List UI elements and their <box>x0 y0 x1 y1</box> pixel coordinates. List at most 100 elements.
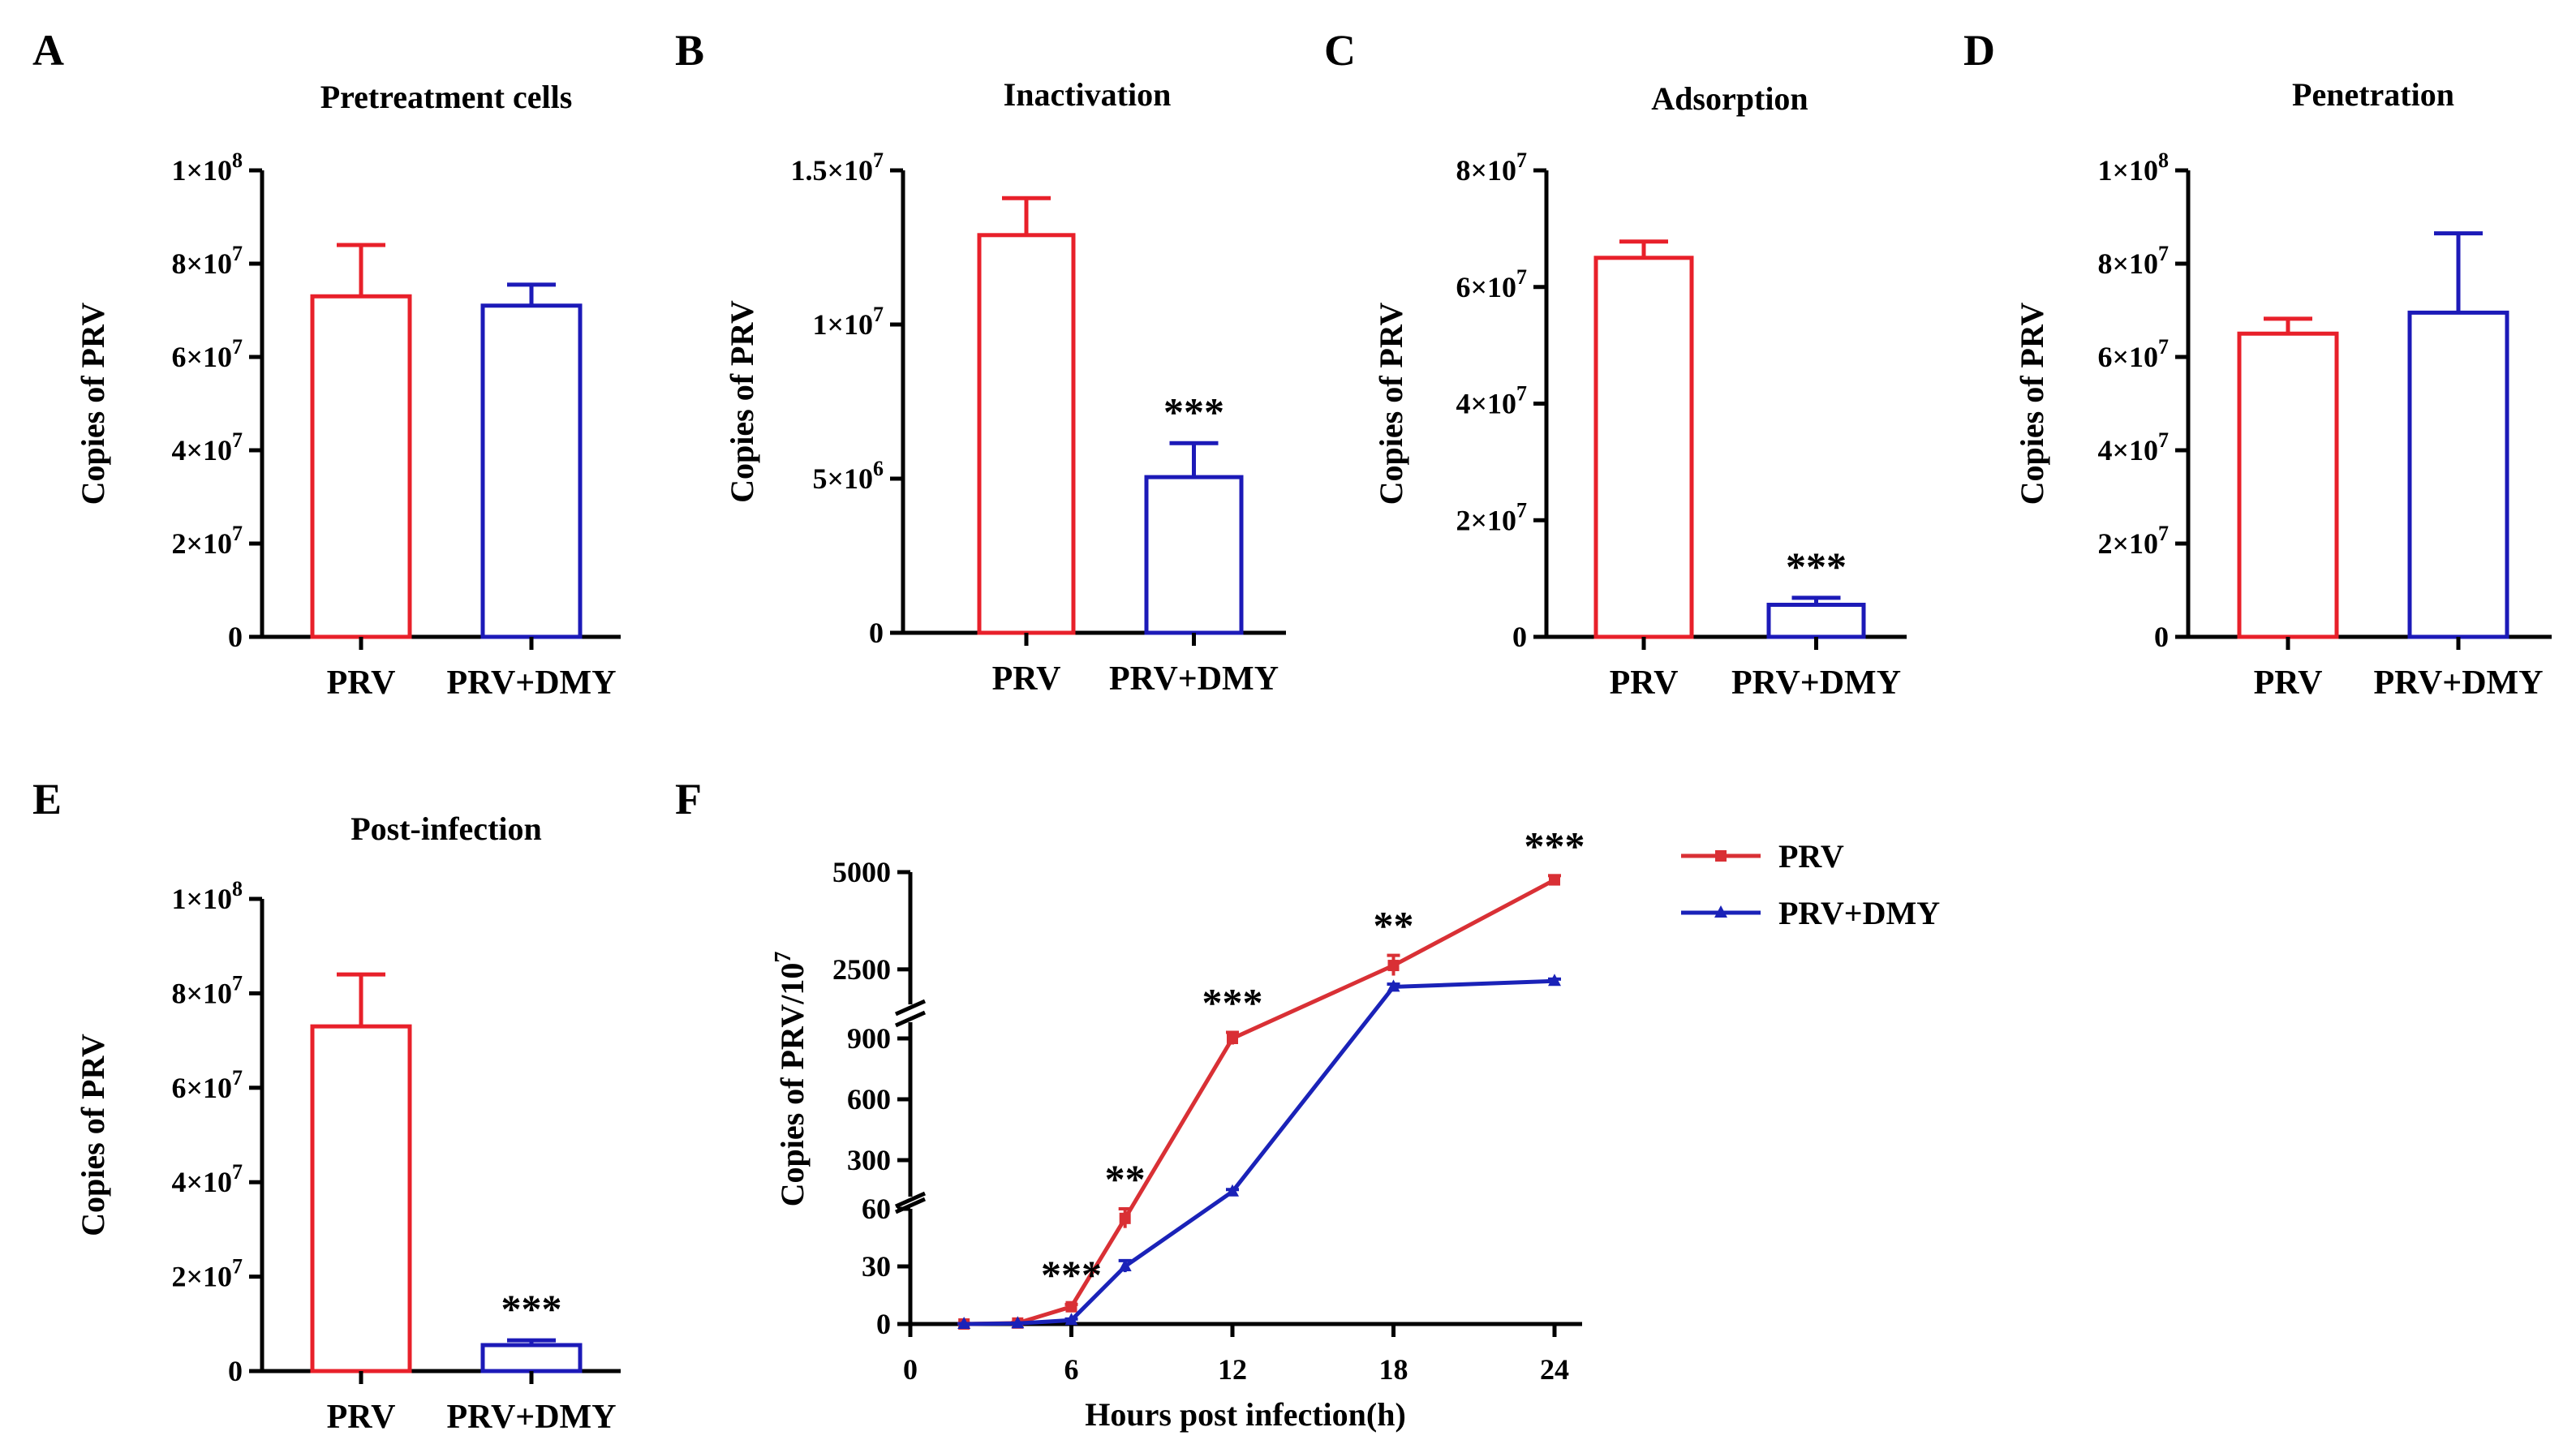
panel-f: F 0 30 60 300 600 900 2500 5000 0 6 12 18 24 Hours pos… <box>675 775 1940 1433</box>
category-label: PRV <box>1610 664 1679 702</box>
category-label: PRV <box>327 1399 396 1436</box>
y-tick-label: 5000 <box>832 856 891 888</box>
significance-label: *** <box>1163 389 1224 434</box>
panel-e: E Post-infection Copies of PRV PRV PRV+DMY **… <box>32 775 621 1436</box>
y-tick-label: 1×108 <box>171 148 243 187</box>
panel-a: A Pretreatment cells Copies of PRV PRV PRV+D… <box>32 26 621 702</box>
axis-break-mark <box>894 1197 927 1214</box>
y-tick-label: 0 <box>228 621 243 653</box>
significance-label: ** <box>1105 1156 1146 1202</box>
category-label: PRV+DMY <box>1731 664 1901 702</box>
y-tick-label: 2×107 <box>171 1255 243 1293</box>
y-axis-label: Copies of PRV <box>724 300 760 503</box>
legend: PRV PRV+DMY <box>1681 838 1940 931</box>
y-tick-label: 0 <box>876 1308 891 1340</box>
y-tick-label: 1×108 <box>171 877 243 915</box>
category-label: PRV+DMY <box>446 664 616 702</box>
y-tick-label: 2×107 <box>2097 522 2169 560</box>
data-point <box>1227 1033 1238 1044</box>
significance-label: ** <box>1374 903 1414 948</box>
y-tick-label: 8×107 <box>2097 242 2169 280</box>
y-tick-label: 6×107 <box>171 335 243 373</box>
significance-label: *** <box>1525 823 1585 868</box>
panel-title: Adsorption <box>1651 80 1808 117</box>
category-label: PRV <box>992 660 1061 698</box>
bar-prv-plus-dmy <box>2407 310 2509 639</box>
x-tick-label: 12 <box>1218 1353 1247 1386</box>
panel-c: C Adsorption Copies of PRV PRV PRV+DMY *** <box>1324 26 1907 702</box>
x-tick-label: 0 <box>903 1353 918 1386</box>
category-label: PRV <box>327 664 396 702</box>
panel-title: Penetration <box>2292 76 2454 113</box>
data-point <box>1011 1316 1025 1329</box>
category-label: PRV+DMY <box>2373 664 2543 702</box>
y-tick-label: 1×108 <box>2097 148 2169 187</box>
y-tick-label: 8×107 <box>1456 148 1527 187</box>
y-tick-label: 5×106 <box>812 457 884 495</box>
panel-b: B Inactivation Copies of PRV PRV PRV+DMY *** <box>675 26 1286 698</box>
bar-prv-plus-dmy <box>1144 475 1244 635</box>
bar-prv <box>310 1024 412 1373</box>
y-tick-label: 4×107 <box>171 428 243 466</box>
data-point <box>1549 874 1560 886</box>
y-tick-label: 6×107 <box>171 1066 243 1104</box>
significance-label: *** <box>1041 1252 1102 1297</box>
category-label: PRV <box>2254 664 2323 702</box>
legend-label: PRV <box>1778 838 1844 875</box>
data-point <box>1118 1259 1132 1271</box>
panel-title: Inactivation <box>1004 76 1172 113</box>
y-tick-label: 1×107 <box>812 303 884 341</box>
x-axis-label: Hours post infection(h) <box>1085 1396 1406 1433</box>
y-tick-label: 900 <box>847 1022 891 1055</box>
y-tick-label: 8×107 <box>171 242 243 280</box>
y-tick-label: 6×107 <box>1456 265 1527 303</box>
y-tick-label: 0 <box>228 1355 243 1387</box>
data-point <box>1548 974 1561 987</box>
panel-title: Pretreatment cells <box>320 79 573 115</box>
axis-break-mark <box>894 1191 927 1209</box>
data-point <box>1119 1212 1131 1224</box>
y-tick-label: 4×107 <box>171 1160 243 1198</box>
y-axis-label: Copies of PRV <box>1373 303 1409 505</box>
y-tick-label: 4×107 <box>1456 382 1527 420</box>
bar-prv <box>310 294 412 639</box>
y-tick-label: 0 <box>869 617 884 649</box>
x-tick-label: 6 <box>1064 1353 1079 1386</box>
bar-prv-plus-dmy <box>480 1343 583 1373</box>
data-point <box>1064 1313 1078 1326</box>
bar-prv <box>2237 331 2339 639</box>
bar-prv-plus-dmy <box>480 303 583 639</box>
y-axis-label: Copies of PRV <box>75 1034 111 1236</box>
y-axis-label: Copies of PRV/107 <box>771 952 811 1207</box>
legend-marker <box>1714 905 1727 918</box>
bar-prv <box>1593 256 1694 639</box>
significance-label: *** <box>1786 544 1847 589</box>
y-tick-label: 0 <box>1512 621 1527 653</box>
y-tick-label: 1.5×107 <box>790 148 884 187</box>
data-point <box>1226 1184 1239 1197</box>
bar-prv-plus-dmy <box>1766 602 1866 639</box>
axis-break-mark <box>894 999 927 1017</box>
y-tick-label: 300 <box>847 1144 891 1176</box>
x-tick-label: 18 <box>1379 1353 1408 1386</box>
y-tick-label: 0 <box>2154 621 2169 653</box>
y-tick-label: 8×107 <box>171 971 243 1009</box>
y-axis-label: Copies of PRV <box>75 303 111 505</box>
bar-prv <box>977 233 1076 635</box>
y-tick-label: 60 <box>862 1193 891 1225</box>
panel-letter: D <box>1963 26 1995 75</box>
data-point <box>1065 1300 1077 1313</box>
panel-letter: A <box>32 26 64 75</box>
panel-letter: B <box>675 26 704 75</box>
panel-title: Post-infection <box>350 810 542 847</box>
y-tick-label: 6×107 <box>2097 335 2169 373</box>
data-point <box>1387 979 1400 992</box>
axis-break-mark <box>894 1010 927 1028</box>
y-tick-label: 4×107 <box>2097 428 2169 466</box>
y-tick-label: 2×107 <box>1456 498 1527 536</box>
y-tick-label: 2500 <box>832 953 891 986</box>
panel-letter: E <box>32 775 62 823</box>
data-point <box>1387 960 1400 972</box>
significance-label: *** <box>501 1286 562 1331</box>
